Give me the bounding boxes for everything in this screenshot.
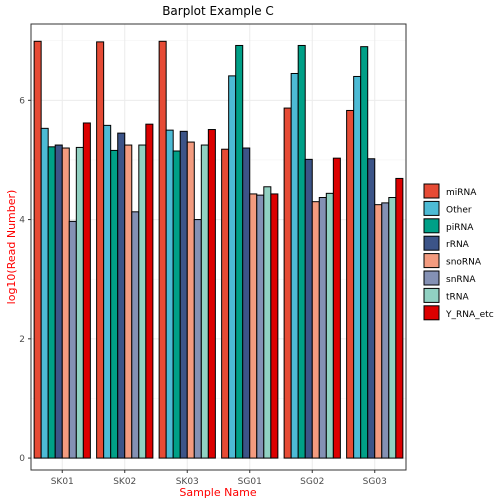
- panel-border: [30, 23, 407, 471]
- bar-snorna-sg01: [249, 193, 258, 459]
- bar-y_rna_etc-sg03: [395, 177, 404, 459]
- x-tick-label: SK02: [113, 477, 136, 487]
- x-tick-label: SK01: [51, 477, 74, 487]
- bars-layer: [33, 40, 404, 459]
- legend-label-snrna: snRNA: [446, 275, 476, 285]
- y-tick-label: 6: [19, 96, 25, 106]
- legend-label-other: Other: [446, 205, 472, 215]
- legend-key-rrna: [423, 235, 440, 251]
- legend-key-mirna: [423, 183, 440, 199]
- bar-y_rna_etc-sk01: [82, 122, 91, 459]
- bar-mirna-sg02: [283, 107, 292, 459]
- legend-label-snorna: snoRNA: [446, 258, 482, 268]
- bar-snrna-sk01: [68, 220, 77, 459]
- bar-rrna-sg02: [304, 158, 313, 459]
- x-tick-label: SK03: [176, 477, 199, 487]
- panel-background: [31, 24, 406, 470]
- axes-layer: 0 2 4 6 SK01 SK02 SK03 SG01 SG02 SG03: [19, 23, 407, 487]
- bar-y_rna_etc-sk03: [207, 129, 216, 459]
- legend-label-rrna: rRNA: [446, 240, 470, 250]
- bar-snorna-sg03: [374, 204, 383, 459]
- bar-y_rna_etc-sk02: [145, 123, 154, 459]
- bar-pirna-sg03: [360, 46, 369, 459]
- bar-pirna-sg01: [235, 44, 244, 459]
- bar-rrna-sg03: [367, 158, 376, 459]
- bar-trna-sg01: [263, 186, 272, 459]
- legend-label-pirna: piRNA: [446, 223, 474, 233]
- bar-other-sk02: [103, 124, 112, 459]
- bar-pirna-sk03: [172, 150, 181, 459]
- bar-trna-sg03: [388, 197, 397, 459]
- bar-other-sg01: [228, 75, 237, 459]
- bar-pirna-sk01: [47, 146, 56, 459]
- legend-label-trna: tRNA: [446, 292, 470, 302]
- bar-trna-sk03: [200, 144, 209, 459]
- legend: miRNA Other piRNA rRNA snoRNA snRNA tRNA Y_RNA_…: [423, 183, 494, 321]
- x-axis-title: Sample Name: [179, 486, 256, 499]
- bar-y_rna_etc-sg01: [270, 193, 279, 459]
- legend-key-y_rna_etc: [423, 305, 440, 321]
- y-axis-title: log10(Read Number): [5, 190, 18, 305]
- x-tick-label: SG01: [238, 477, 262, 487]
- x-tick-label: SG02: [300, 477, 324, 487]
- legend-key-trna: [423, 287, 440, 303]
- legend-label-y_rna_etc: Y_RNA_etc: [445, 310, 494, 320]
- bar-mirna-sk02: [96, 41, 105, 459]
- bar-snorna-sk01: [61, 147, 70, 459]
- bar-other-sk01: [40, 127, 49, 459]
- bar-mirna-sk03: [158, 40, 167, 459]
- bar-snorna-sg02: [311, 201, 320, 459]
- bar-mirna-sg03: [346, 109, 355, 459]
- y-tick-label: 4: [19, 216, 25, 226]
- chart-title: Barplot Example C: [162, 4, 274, 18]
- bar-rrna-sk01: [54, 144, 63, 459]
- legend-key-snrna: [423, 270, 440, 286]
- bar-rrna-sk02: [117, 132, 126, 459]
- x-tick-label: SG03: [363, 477, 387, 487]
- bar-snrna-sg01: [256, 194, 265, 459]
- bar-snorna-sk02: [124, 144, 133, 459]
- y-tick-label: 2: [19, 335, 25, 345]
- legend-key-pirna: [423, 218, 440, 234]
- bar-snrna-sk03: [193, 219, 202, 459]
- bar-other-sg02: [290, 72, 299, 459]
- bar-pirna-sg02: [297, 44, 306, 459]
- bar-mirna-sg01: [221, 148, 230, 459]
- bar-mirna-sk01: [33, 40, 42, 459]
- bar-snrna-sk02: [131, 211, 140, 459]
- bar-pirna-sk02: [110, 149, 119, 459]
- bar-trna-sg02: [325, 192, 334, 459]
- bar-other-sg03: [353, 75, 362, 459]
- bar-rrna-sg01: [242, 147, 251, 459]
- bar-y_rna_etc-sg02: [332, 157, 341, 459]
- bar-snorna-sk03: [186, 141, 195, 459]
- bar-other-sk03: [165, 129, 174, 459]
- bar-trna-sk01: [75, 146, 84, 459]
- bar-trna-sk02: [138, 144, 147, 459]
- bar-snrna-sg02: [318, 197, 327, 459]
- legend-label-mirna: miRNA: [446, 188, 477, 198]
- bar-snrna-sg03: [381, 202, 390, 459]
- bar-rrna-sk03: [179, 130, 188, 459]
- legend-key-other: [423, 200, 440, 216]
- y-tick-label: 0: [19, 454, 25, 464]
- legend-key-snorna: [423, 253, 440, 269]
